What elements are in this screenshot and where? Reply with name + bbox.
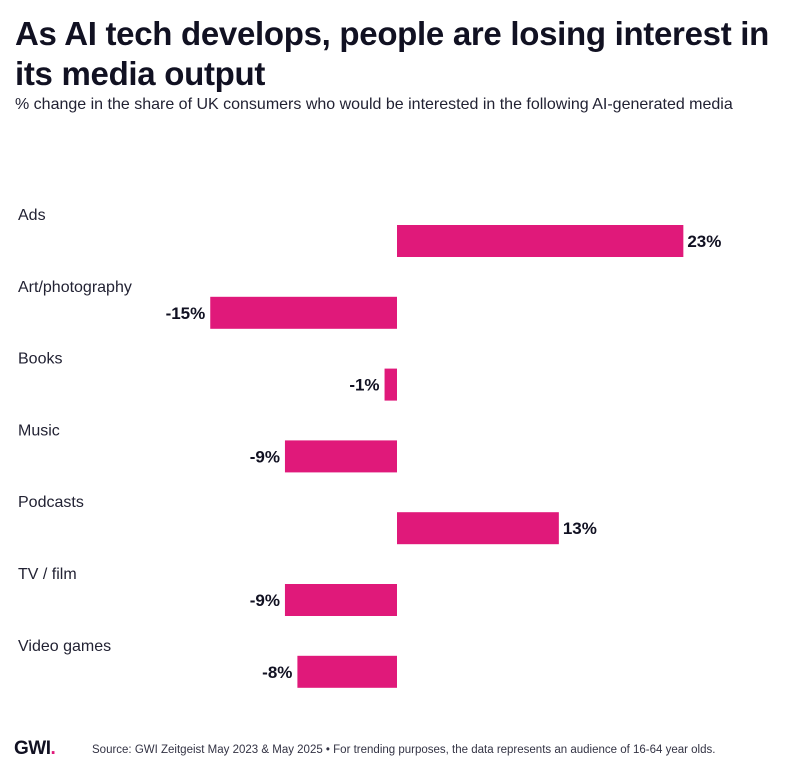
bar: [297, 655, 397, 688]
value-label: 23%: [687, 232, 721, 251]
value-label: -9%: [250, 591, 280, 610]
value-label: -8%: [262, 663, 292, 682]
value-label: -1%: [349, 376, 379, 395]
bar: [284, 584, 397, 616]
gwi-logo-dot: .: [50, 738, 56, 759]
category-label: Ads: [18, 207, 46, 224]
gwi-logo-text: GWI: [14, 738, 51, 759]
bar: [210, 296, 397, 329]
category-label: Video games: [18, 638, 111, 655]
category-label: Music: [18, 422, 60, 439]
gwi-logo: GWI.: [14, 738, 56, 760]
bar: [397, 512, 559, 545]
value-label: 13%: [563, 519, 597, 538]
category-label: TV / film: [18, 566, 77, 583]
value-label: -15%: [166, 304, 206, 323]
chart-title: As AI tech develops, people are losing i…: [15, 15, 769, 92]
category-label: Books: [18, 351, 62, 368]
value-label: -9%: [250, 447, 280, 466]
bar: [397, 225, 684, 257]
bar: [284, 440, 397, 473]
source-note: Source: GWI Zeitgeist May 2023 & May 202…: [92, 744, 716, 756]
bar-chart: Ads 23% Art/photography -15% Books -1% Music -9…: [18, 207, 721, 688]
chart-subtitle: % change in the share of UK consumers wh…: [15, 96, 733, 113]
bar: [384, 368, 397, 401]
category-label: Art/photography: [18, 279, 132, 296]
category-label: Podcasts: [18, 494, 84, 511]
